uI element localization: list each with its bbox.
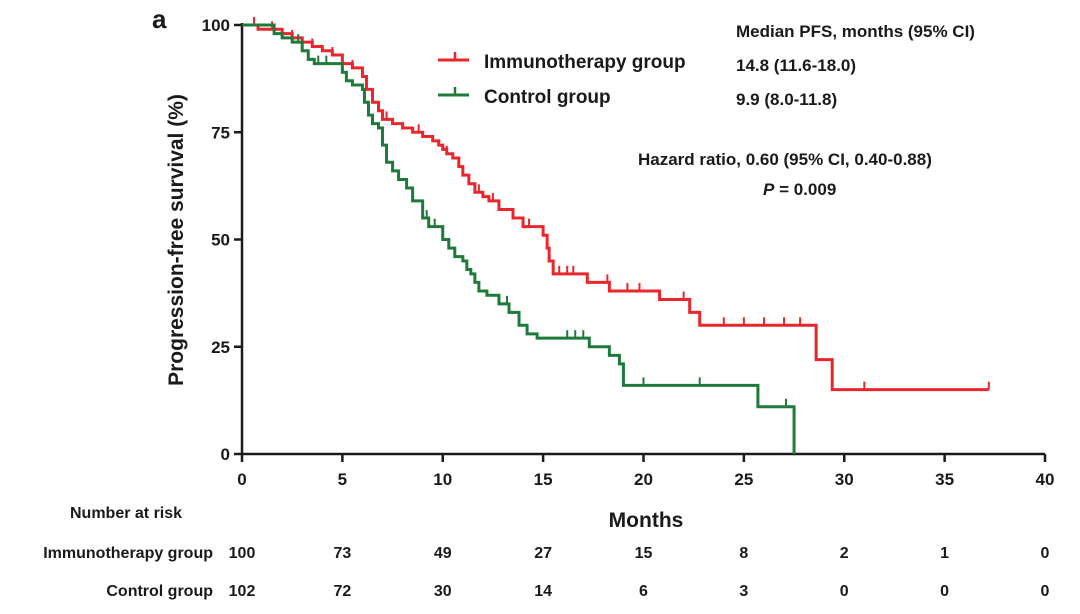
risk-count-immunotherapy: 15 [635,545,653,562]
risk-row-label-immunotherapy: Immunotherapy group [43,545,213,562]
x-axis-title: Months [609,509,684,532]
median-header: Median PFS, months (95% CI) [736,22,975,41]
survival-curves [242,17,990,454]
y-tick-label: 25 [211,338,230,357]
risk-count-control: 102 [229,583,256,600]
risk-count-immunotherapy: 27 [534,545,552,562]
y-tick-label: 75 [211,123,230,142]
x-tick-label: 40 [1036,470,1055,489]
median-immunotherapy: 14.8 (11.6-18.0) [736,56,856,75]
x-tick-label: 5 [338,470,347,489]
y-tick-label: 50 [211,231,230,250]
p-label: P [763,180,775,199]
risk-count-immunotherapy: 100 [229,545,256,562]
p-value: P = 0.009 [763,180,836,199]
hazard-ratio: Hazard ratio, 0.60 (95% CI, 0.40-0.88) [638,150,932,169]
median-control: 9.9 (8.0-11.8) [736,90,837,109]
legend-item-immunotherapy: Immunotherapy group [438,52,686,73]
x-tick-label: 35 [935,470,954,489]
legend-label-control: Control group [484,87,611,108]
legend-label-immunotherapy: Immunotherapy group [484,52,686,73]
risk-count-immunotherapy: 0 [1041,545,1050,562]
x-tick-label: 25 [734,470,753,489]
y-tick-label: 100 [202,16,230,35]
risk-count-control: 0 [1041,583,1050,600]
y-axis-title: Progression-free survival (%) [165,94,188,386]
risk-count-immunotherapy: 8 [739,545,748,562]
risk-row-label-control: Control group [106,583,213,600]
risk-table: Number at risk Immunotherapy group Contr… [43,505,1049,600]
x-tick-label: 15 [534,470,553,489]
risk-count-immunotherapy: 1 [940,545,949,562]
legend-item-control: Control group [438,87,611,108]
risk-count-control: 72 [333,583,351,600]
risk-count-control: 14 [534,583,552,600]
p-number: = 0.009 [779,180,836,199]
panel-label: a [152,4,167,34]
risk-count-control: 0 [940,583,949,600]
x-tick-label: 20 [634,470,653,489]
series-line-control [242,23,796,454]
risk-table-title: Number at risk [70,505,182,522]
risk-count-immunotherapy: 73 [333,545,351,562]
x-tick-label: 30 [835,470,854,489]
risk-count-control: 0 [840,583,849,600]
axes: 0 5 10 15 20 25 30 35 40 0 25 50 75 100 [202,16,1055,489]
risk-count-control: 30 [434,583,452,600]
legend: Immunotherapy group Control group [438,52,686,108]
risk-count-immunotherapy: 2 [840,545,849,562]
risk-count-immunotherapy: 49 [434,545,452,562]
y-tick-label: 0 [221,445,230,464]
x-tick-label: 10 [433,470,452,489]
risk-count-control: 3 [739,583,748,600]
series-line-immunotherapy [242,23,989,392]
x-tick-label: 0 [237,470,246,489]
risk-count-control: 6 [639,583,648,600]
